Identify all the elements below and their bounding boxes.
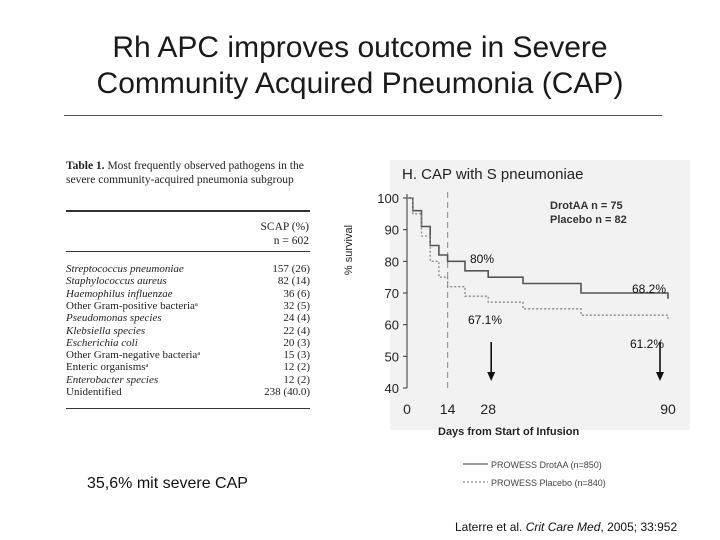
table-caption-text: Most frequently observed pathogens in th… (66, 160, 304, 186)
chart-title: H. CAP with S pneumoniae (402, 166, 584, 183)
annotation-80: 80% (470, 252, 495, 266)
y-tick-label: 40 (385, 381, 399, 396)
arrow-day-28-head (487, 372, 496, 381)
legend-drotaa: DrotAA n = 75 (550, 200, 623, 212)
y-tick-label: 50 (385, 349, 399, 364)
table-row: Klebsiella species 22 (4) (66, 325, 310, 337)
pathogen-count: 82 (14) (277, 275, 310, 288)
bottom-note: 35,6% mit severe CAP (87, 475, 248, 492)
pathogen-count: 12 (2) (283, 361, 310, 374)
pathogen-name: Pseudomonas species (66, 312, 162, 325)
table-row: Streptococcus pneumoniae 157 (26) (66, 263, 310, 275)
slide-title-line-2: Community Acquired Pneumonia (CAP) (96, 67, 624, 100)
pathogen-count: 15 (3) (283, 349, 310, 362)
citation-authors: Laterre et al. (455, 520, 526, 534)
y-tick-label: 100 (377, 191, 399, 206)
pathogen-table: Table 1. Most frequently observed pathog… (63, 156, 315, 454)
slide-title: Rh APC improves outcome in Severe Commun… (0, 30, 720, 102)
pathogen-count: 238 (40.0) (264, 386, 310, 398)
y-tick-label: 60 (385, 318, 399, 333)
table-row: Unidentified 238 (40.0) (66, 386, 310, 398)
survival-chart: H. CAP with S pneumoniae 100 90 80 70 60 50 40 0… (350, 150, 690, 495)
pathogen-name: Haemophilus influenzae (66, 287, 173, 300)
x-tick-label: 28 (480, 401, 496, 417)
chart-background (390, 160, 690, 430)
legend-placebo: Placebo n = 82 (550, 214, 627, 226)
table-row: Enterobacter species 12 (2) (66, 374, 310, 386)
table-caption-label: Table 1. (66, 160, 105, 172)
pathogen-name: Streptococcus pneumoniae (66, 263, 184, 275)
annotation-61-2: 61.2% (630, 337, 665, 351)
citation-journal: Crit Care Med (525, 520, 601, 534)
y-axis-label: % survival (343, 224, 355, 276)
y-tick-label: 90 (385, 223, 399, 238)
y-tick-label: 70 (385, 286, 399, 301)
table-row: Pseudomonas species 24 (4) (66, 312, 310, 324)
annotation-67-1: 67.1% (468, 313, 503, 327)
series-line-placebo (407, 197, 669, 321)
table-row: Escherichia coli 20 (3) (66, 337, 310, 349)
table-column-header-line-1: SCAP (%) (260, 221, 309, 233)
legend-prowess-drotaa: PROWESS DrotAA (n=850) (491, 460, 602, 470)
x-tick-label: 14 (440, 401, 456, 417)
table-top-rule (66, 210, 310, 212)
pathogen-name: Enteric organismsᵃ (66, 361, 149, 374)
citation: Laterre et al. Crit Care Med, 2005; 33:9… (455, 520, 677, 534)
table-column-header-line-2: n = 602 (273, 235, 309, 247)
table-row: Enteric organismsᵃ 12 (2) (66, 361, 310, 373)
table-row: Other Gram-negative bacteriaᵃ 15 (3) (66, 349, 310, 361)
pathogen-name: Escherichia coli (66, 336, 138, 349)
arrow-day-90-head (656, 372, 664, 381)
table-row: Other Gram-positive bacteriaᵃ 32 (5) (66, 300, 310, 312)
table-bottom-rule (66, 408, 310, 409)
pathogen-name: Unidentified (66, 386, 122, 398)
slide-title-line-1: Rh APC improves outcome in Severe (112, 31, 608, 64)
pathogen-count: 20 (3) (283, 336, 310, 349)
table-row: Haemophilus influenzae 36 (6) (66, 288, 310, 300)
citation-rest: , 2005; 33:952 (600, 520, 678, 534)
table-caption: Table 1. Most frequently observed pathog… (66, 159, 314, 187)
table-column-header: SCAP (%) n = 602 (261, 220, 309, 248)
x-axis-label: Days from Start of Infusion (438, 426, 579, 438)
pathogen-name: Other Gram-positive bacteriaᵃ (66, 299, 198, 312)
pathogen-count: 12 (2) (283, 373, 310, 386)
title-divider (64, 115, 662, 116)
y-tick-label: 80 (385, 254, 399, 269)
pathogen-count: 157 (26) (272, 263, 310, 275)
pathogen-count: 36 (6) (283, 287, 310, 300)
legend-prowess-placebo: PROWESS Placebo (n=840) (491, 478, 606, 488)
pathogen-name: Other Gram-negative bacteriaᵃ (66, 349, 201, 362)
pathogen-count: 24 (4) (283, 312, 310, 325)
pathogen-count: 32 (5) (283, 299, 310, 312)
pathogen-name: Klebsiella species (66, 324, 146, 337)
x-tick-label: 0 (403, 401, 411, 417)
pathogen-name: Enterobacter species (66, 373, 159, 386)
table-header-rule (66, 251, 310, 252)
annotation-68-2: 68.2% (632, 282, 667, 296)
x-tick-label: 90 (660, 401, 676, 417)
pathogen-count: 22 (4) (283, 324, 310, 337)
pathogen-name: Staphylococcus aureus (66, 275, 167, 288)
table-row: Staphylococcus aureus 82 (14) (66, 275, 310, 287)
